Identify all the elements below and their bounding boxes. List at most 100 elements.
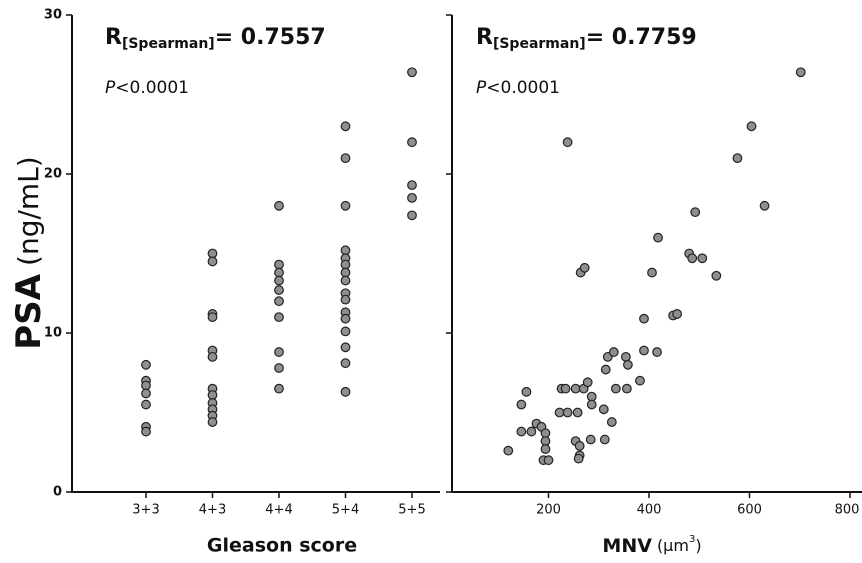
x-axis-label-close: ) [695,536,701,555]
point [635,375,645,386]
y-tick-label: 20 [44,167,62,182]
point [141,426,151,437]
point [407,180,417,191]
y-axis-label: PSA (ng/mL) [9,156,49,349]
point [207,390,218,400]
point [274,275,284,286]
point [207,256,218,267]
point [516,399,527,410]
point [274,259,284,270]
point [141,399,151,410]
point [207,417,218,427]
point [340,275,351,286]
r-annotation: R[Spearman]= 0.7557 [105,25,326,52]
point [652,347,662,357]
point [274,347,284,357]
point [579,262,590,273]
p-annotation: P<0.0001 [105,78,189,98]
point [732,153,743,164]
y-axis-label-main: PSA [9,273,49,349]
point [610,383,621,394]
x-tick-label: 200 [536,503,561,518]
point [621,383,632,394]
r-value: = 0.7557 [215,25,326,50]
point [207,312,218,323]
x-axis-label: MNV (μm3) [602,534,701,557]
point [647,267,657,278]
point [672,309,683,319]
point [582,377,593,388]
point [543,455,554,466]
point [340,313,351,324]
y-tick-label: 0 [53,485,62,500]
p-annotation: P<0.0001 [476,78,560,98]
point [274,267,284,278]
x-tick-label: 5+4 [332,503,359,518]
x-axis-label-sup: 3 [689,534,695,545]
x-tick-label: 4+4 [265,503,292,518]
r-value: = 0.7759 [586,25,697,50]
x-tick-label: 3+3 [132,503,159,518]
point [687,253,698,264]
point [340,200,351,211]
point [340,245,351,256]
point [653,232,663,243]
r-subscript: [Spearman] [493,36,586,52]
point [572,407,583,418]
x-axis-label-unit: (μm [657,536,689,555]
point [207,248,218,259]
point [639,313,649,324]
point [711,270,722,281]
point [560,383,571,394]
y-tick-label: 10 [44,326,62,341]
point [562,407,573,418]
point [407,192,417,203]
point [274,296,284,307]
x-tick-label: 800 [835,503,860,518]
point [407,137,417,148]
point [554,407,565,418]
x-tick-label: 4+3 [199,503,226,518]
point [521,386,532,397]
point [540,428,551,439]
r-subscript: [Spearman] [122,36,215,52]
point [340,294,351,305]
point [141,380,151,391]
point [697,253,708,264]
x-tick-label: 5+5 [398,503,425,518]
y-tick-label: 30 [44,8,62,23]
point [207,351,218,362]
point [407,67,417,78]
point [795,67,806,78]
x-axis-label: Gleason score [207,535,357,557]
point [620,351,631,362]
point [608,347,619,357]
point [746,121,757,132]
point [586,391,597,402]
point [340,386,351,397]
point [274,363,284,373]
x-axis-label-main: MNV [602,535,652,557]
x-tick-label: 400 [637,503,662,518]
point [585,434,596,445]
point [274,383,284,394]
point [570,383,581,394]
x-tick-label: 600 [737,503,762,518]
r-annotation: R[Spearman]= 0.7759 [476,25,697,52]
point [622,359,633,370]
point [340,342,351,353]
r-symbol: R [476,25,493,50]
p-value: <0.0001 [115,78,189,98]
point [340,121,351,132]
point [598,404,609,415]
point [600,364,611,375]
point [516,426,527,437]
point [141,359,151,370]
point [340,358,351,369]
p-symbol: P [476,78,487,98]
point [586,399,597,410]
point [573,453,584,464]
point [599,434,610,445]
p-value: <0.0001 [486,78,560,98]
